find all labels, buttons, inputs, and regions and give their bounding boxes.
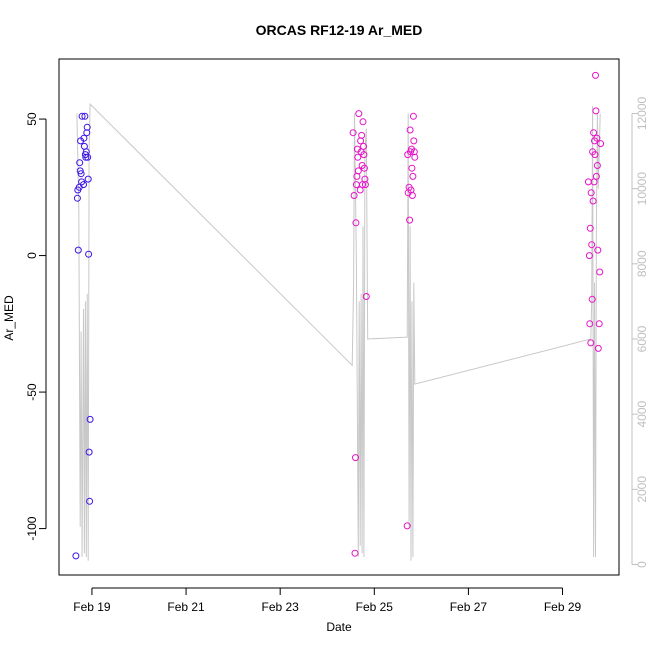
right-y-tick-label: 8000 bbox=[635, 250, 649, 277]
data-point bbox=[592, 71, 599, 79]
y-tick-label: -50 bbox=[25, 383, 39, 401]
data-point bbox=[76, 159, 84, 167]
x-tick-label: Feb 29 bbox=[544, 600, 582, 614]
data-point bbox=[80, 181, 87, 189]
data-point bbox=[360, 164, 368, 172]
right-y-tick-label: 4000 bbox=[635, 400, 649, 427]
data-point bbox=[76, 167, 84, 175]
x-tick-label: Feb 19 bbox=[73, 600, 111, 614]
data-point bbox=[409, 172, 417, 180]
data-point bbox=[362, 293, 370, 300]
data-point bbox=[80, 134, 88, 142]
y-axis: -100 -50 0 50 bbox=[25, 112, 47, 541]
data-point bbox=[593, 162, 601, 169]
right-y-tick-label: 12000 bbox=[635, 96, 649, 130]
data-point bbox=[589, 197, 597, 205]
data-point bbox=[593, 134, 601, 142]
data-point bbox=[86, 415, 94, 423]
data-point bbox=[78, 112, 86, 120]
data-point bbox=[586, 320, 594, 328]
x-tick-label: Feb 23 bbox=[261, 600, 299, 614]
data-point bbox=[81, 112, 89, 120]
data-point bbox=[594, 246, 602, 254]
data-point bbox=[585, 252, 593, 260]
data-point bbox=[84, 153, 92, 161]
x-tick-label: Feb 21 bbox=[167, 600, 205, 614]
data-point bbox=[597, 140, 605, 148]
data-point bbox=[592, 107, 600, 115]
secondary-series bbox=[76, 102, 601, 561]
data-point bbox=[83, 123, 91, 131]
data-point bbox=[408, 192, 416, 199]
data-point bbox=[351, 549, 359, 557]
data-point bbox=[591, 151, 599, 159]
data-point bbox=[403, 522, 411, 530]
data-point bbox=[406, 126, 414, 134]
y-tick-label: 50 bbox=[25, 112, 39, 126]
data-point bbox=[86, 497, 94, 505]
chart-title: ORCAS RF12-19 Ar_MED bbox=[256, 22, 423, 38]
data-point bbox=[411, 153, 419, 161]
data-point bbox=[359, 118, 367, 126]
x-tick-label: Feb 25 bbox=[356, 600, 394, 614]
data-point bbox=[73, 194, 81, 202]
data-point bbox=[584, 178, 592, 186]
data-point bbox=[349, 129, 357, 137]
data-point bbox=[361, 181, 369, 189]
data-point bbox=[590, 129, 598, 137]
data-point bbox=[354, 153, 362, 161]
secondary-series-line bbox=[76, 102, 601, 561]
plot-frame bbox=[58, 58, 620, 576]
data-point bbox=[360, 151, 368, 159]
y-axis-label: Ar_MED bbox=[2, 295, 16, 341]
y-tick-label: 0 bbox=[25, 252, 39, 259]
data-point bbox=[596, 268, 604, 276]
right-y-axis: 0 2000 4000 6000 8000 10000 12000 bbox=[631, 96, 649, 568]
data-point bbox=[84, 175, 92, 183]
data-point bbox=[355, 110, 363, 118]
data-point bbox=[588, 241, 596, 249]
data-point bbox=[595, 320, 603, 328]
data-point bbox=[77, 170, 85, 178]
data-point bbox=[74, 246, 82, 254]
data-point bbox=[352, 219, 360, 227]
right-y-tick-label: 0 bbox=[635, 561, 649, 568]
data-point bbox=[354, 167, 362, 175]
data-point bbox=[586, 224, 594, 232]
data-point bbox=[360, 142, 367, 150]
data-point bbox=[352, 454, 359, 462]
data-point bbox=[406, 216, 414, 224]
right-y-tick-label: 2000 bbox=[635, 476, 649, 503]
right-y-tick-label: 6000 bbox=[635, 325, 649, 352]
data-point bbox=[85, 250, 93, 258]
data-point bbox=[408, 164, 416, 172]
data-point bbox=[594, 344, 602, 352]
data-points bbox=[72, 71, 605, 560]
data-point bbox=[72, 552, 80, 560]
data-point bbox=[587, 339, 595, 347]
data-point bbox=[358, 131, 366, 139]
data-point bbox=[83, 129, 91, 137]
data-point bbox=[410, 137, 418, 145]
data-point bbox=[587, 189, 595, 197]
x-axis-label: Date bbox=[326, 620, 352, 634]
data-point bbox=[350, 192, 358, 199]
right-y-tick-label: 10000 bbox=[635, 172, 649, 206]
x-tick-label: Feb 27 bbox=[450, 600, 488, 614]
data-point bbox=[592, 172, 600, 180]
data-point bbox=[85, 448, 93, 456]
data-point bbox=[409, 112, 417, 120]
x-axis: Feb 19 Feb 21 Feb 23 Feb 25 Feb 27 Feb 29 bbox=[73, 587, 582, 614]
y-tick-label: -100 bbox=[25, 516, 39, 540]
data-point bbox=[588, 295, 596, 303]
